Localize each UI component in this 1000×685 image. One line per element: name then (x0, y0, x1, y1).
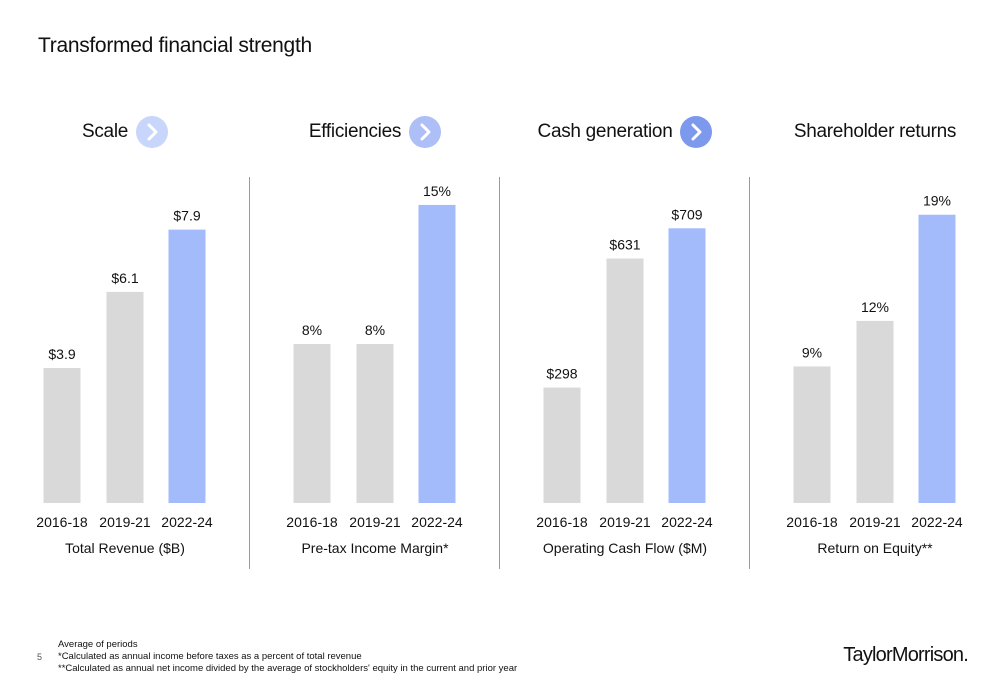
x-tick-label: 2019-21 (599, 514, 651, 530)
divider (249, 177, 250, 569)
bar-2019-21 (606, 258, 644, 503)
bar-2016-18 (293, 344, 331, 503)
x-tick-label: 2016-18 (786, 514, 838, 530)
chart-total-revenue: $3.9 2016-18 $6.1 2019-21 $7.9 2022-24 (36, 208, 213, 530)
data-label: 19% (923, 193, 951, 209)
divider (749, 177, 750, 569)
x-tick-label: 2022-24 (161, 514, 213, 530)
bar-2019-21 (856, 320, 894, 503)
data-label: $6.1 (111, 270, 138, 286)
x-tick-label: 2016-18 (286, 514, 338, 530)
bar-2022-24 (918, 214, 956, 504)
metric-label: Operating Cash Flow ($M) (542, 540, 708, 556)
footnote: **Calculated as annual net income divide… (58, 663, 518, 674)
bar-2019-21 (106, 291, 144, 503)
panel-heading: Shareholder returns (793, 121, 957, 142)
chart-return-on-equity: 9% 2016-18 12% 2019-21 19% 2022-24 (786, 193, 963, 530)
panel-cash-generation: Cash generation $298 2016-18 $631 2019-21 $7… (500, 100, 750, 580)
panel-scale: Scale $3.9 2016-18 $6.1 2019-21 $7.9 2022-24 … (0, 100, 250, 580)
footnotes: Average of periods *Calculated as annual… (58, 639, 517, 675)
data-label: 8% (302, 322, 322, 338)
chevron-right-icon (136, 116, 169, 148)
panel-header: Shareholder returns (750, 114, 1000, 150)
data-label: $631 (609, 237, 640, 253)
panel-heading: Cash generation (537, 121, 673, 142)
data-label: $709 (671, 206, 702, 222)
x-tick-label: 2022-24 (411, 514, 463, 530)
panel-header: Scale (0, 114, 250, 150)
footnote: Average of periods (58, 639, 138, 650)
x-tick-label: 2019-21 (849, 514, 901, 530)
metric-label: Return on Equity** (817, 540, 933, 556)
data-label: $3.9 (48, 346, 75, 362)
x-tick-label: 2019-21 (99, 514, 151, 530)
bar-2022-24 (418, 204, 456, 503)
metric-label: Total Revenue ($B) (65, 540, 185, 556)
bar-2019-21 (356, 344, 394, 503)
panel-efficiencies: Efficiencies 8% 2016-18 8% 2019-21 15% 2022-2… (250, 100, 500, 580)
data-label: $298 (546, 366, 577, 382)
panel-heading: Scale (81, 121, 129, 142)
bar-2022-24 (168, 229, 206, 503)
bar-2016-18 (793, 366, 831, 503)
chart-operating-cash-flow: $298 2016-18 $631 2019-21 $709 2022-24 (536, 206, 713, 530)
bar-2016-18 (43, 368, 81, 503)
data-label: 12% (861, 299, 889, 315)
panel-shareholder-returns: Shareholder returns 9% 2016-18 12% 2019-21 1… (750, 100, 1000, 580)
x-tick-label: 2019-21 (349, 514, 401, 530)
x-tick-label: 2016-18 (36, 514, 88, 530)
chevron-right-icon (680, 116, 713, 148)
taylor-morrison-logo: TaylorMorrison. (843, 644, 969, 666)
chart-pretax-margin: 8% 2016-18 8% 2019-21 15% 2022-24 (286, 183, 463, 530)
metric-label: Pre-tax Income Margin* (301, 540, 449, 556)
x-tick-label: 2016-18 (536, 514, 588, 530)
data-label: $7.9 (173, 208, 200, 224)
data-label: 8% (365, 322, 385, 338)
x-tick-label: 2022-24 (911, 514, 963, 530)
panel-heading: Efficiencies (308, 121, 402, 142)
divider (499, 177, 500, 569)
footnote: *Calculated as annual income before taxe… (58, 651, 362, 662)
page-title: Transformed financial strength (38, 34, 312, 57)
data-label: 15% (423, 183, 451, 199)
x-tick-label: 2022-24 (661, 514, 713, 530)
panel-header: Efficiencies (250, 114, 500, 150)
chevron-right-icon (409, 116, 442, 148)
bar-2022-24 (668, 228, 706, 503)
data-label: 9% (802, 344, 822, 360)
panel-header: Cash generation (500, 114, 750, 150)
page-number: 5 (37, 652, 43, 662)
bar-2016-18 (543, 387, 581, 503)
